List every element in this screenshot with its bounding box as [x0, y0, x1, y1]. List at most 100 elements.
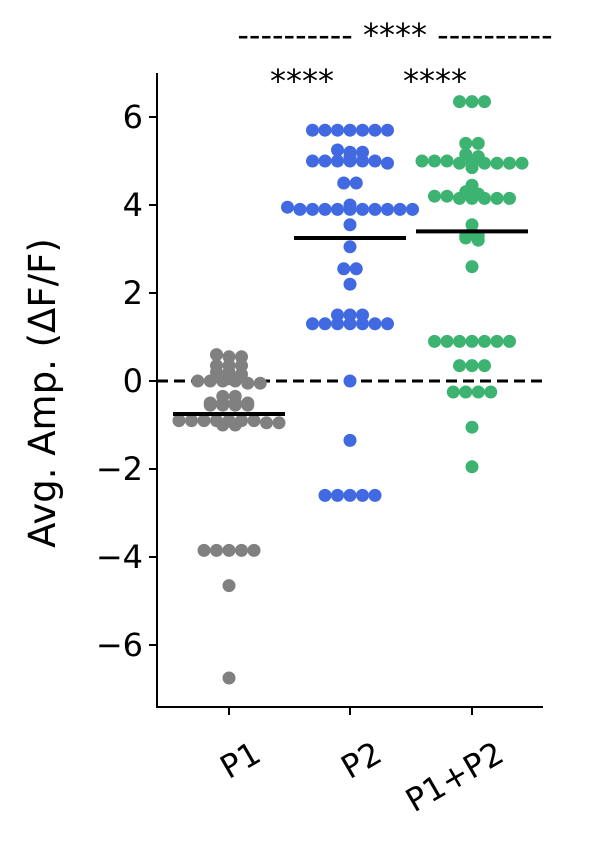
data-point-p1-plus-p2 [465, 359, 479, 373]
data-point-p1 [228, 398, 242, 412]
data-point-p2 [337, 176, 351, 190]
data-point-p1 [247, 414, 261, 428]
data-point-p1-plus-p2 [478, 359, 491, 373]
data-point-p1 [197, 414, 211, 428]
data-point-p1 [197, 543, 211, 557]
data-point-p1-plus-p2 [490, 156, 504, 170]
data-point-p1-plus-p2 [478, 191, 491, 205]
data-point-p1-plus-p2 [453, 95, 466, 109]
data-point-p1-plus-p2 [465, 95, 479, 109]
data-point-p2 [331, 154, 344, 168]
data-point-p1 [253, 376, 267, 390]
data-point-p1-plus-p2 [453, 334, 466, 348]
data-point-p2 [349, 176, 363, 190]
data-point-p2 [381, 317, 394, 331]
data-point-p1 [260, 416, 273, 430]
data-point-p2 [331, 123, 344, 137]
data-point-p2 [343, 240, 357, 254]
data-point-p1 [222, 671, 236, 685]
x-tick-label: P2 [335, 734, 388, 787]
data-point-p1-plus-p2 [415, 154, 429, 168]
data-point-p2 [349, 262, 363, 276]
data-point-p1-plus-p2 [478, 156, 491, 170]
data-point-p2 [318, 317, 332, 331]
data-point-p1 [228, 374, 242, 388]
y-tick-label: −6 [96, 626, 143, 664]
data-point-p1 [191, 374, 205, 388]
data-point-p2 [331, 202, 344, 216]
points-layer [172, 95, 529, 685]
data-point-p1-plus-p2 [465, 218, 479, 232]
data-point-p1-plus-p2 [428, 154, 441, 168]
data-point-p2 [306, 123, 319, 137]
data-point-p2 [343, 202, 357, 216]
data-point-p2 [318, 488, 332, 502]
data-point-p1-plus-p2 [428, 189, 441, 203]
data-point-p1 [216, 398, 230, 412]
y-axis-label: Avg. Amp. (ΔF/F) [21, 238, 64, 548]
data-point-p2 [343, 277, 357, 291]
data-point-p1-plus-p2 [515, 156, 529, 170]
data-point-p1-plus-p2 [453, 156, 466, 170]
data-point-p1-plus-p2 [453, 191, 466, 205]
y-tick-label: 6 [123, 98, 143, 136]
data-point-p1 [216, 374, 230, 388]
data-point-p1-plus-p2 [503, 156, 516, 170]
data-point-p1-plus-p2 [478, 95, 491, 109]
data-point-p2 [356, 488, 369, 502]
data-point-p1-plus-p2 [503, 191, 516, 205]
data-point-p2 [406, 202, 419, 216]
data-point-p1-plus-p2 [440, 154, 454, 168]
data-point-p2 [343, 317, 357, 331]
data-point-p2 [356, 202, 369, 216]
data-point-p1 [216, 418, 230, 432]
data-point-p2 [343, 218, 357, 232]
data-point-p2 [343, 374, 357, 388]
data-point-p1 [222, 579, 236, 593]
significance-bracket-p1-vs-p1p2: ---------- **** ---------- [237, 16, 552, 54]
y-tick-label: 4 [123, 186, 143, 224]
data-point-p1 [222, 543, 236, 557]
data-point-p2 [368, 154, 382, 168]
data-point-p2 [368, 317, 382, 331]
y-tick-label: 2 [123, 274, 143, 312]
data-point-p1 [241, 398, 255, 412]
data-point-p1-plus-p2 [490, 334, 504, 348]
data-point-p2 [306, 317, 319, 331]
data-point-p2 [331, 143, 344, 157]
data-point-p1 [203, 374, 217, 388]
data-point-p1-plus-p2 [440, 334, 454, 348]
data-point-p2 [343, 154, 357, 168]
data-point-p2 [337, 262, 351, 276]
data-point-p1-plus-p2 [453, 359, 466, 373]
significance-p2: **** [270, 62, 334, 100]
data-point-p1 [247, 543, 261, 557]
data-point-p1-plus-p2 [490, 191, 504, 205]
data-point-p2 [356, 123, 369, 137]
data-point-p1-plus-p2 [503, 334, 516, 348]
data-point-p1-plus-p2 [471, 233, 485, 247]
data-point-p1-plus-p2 [459, 231, 473, 245]
data-point-p1-plus-p2 [440, 189, 454, 203]
data-point-p2 [381, 202, 394, 216]
data-point-p1-plus-p2 [478, 334, 491, 348]
data-point-p2 [293, 202, 307, 216]
data-point-p1-plus-p2 [465, 161, 479, 175]
data-point-p2 [368, 488, 382, 502]
y-tick-label: −4 [96, 538, 143, 576]
y-tick-label: 0 [123, 362, 143, 400]
significance-p1p2: **** [403, 62, 467, 100]
data-point-p2 [381, 156, 394, 170]
data-point-p1-plus-p2 [428, 334, 441, 348]
x-tick-label: P1+P2 [399, 734, 510, 820]
data-point-p1 [272, 416, 286, 430]
data-point-p1-plus-p2 [471, 136, 485, 150]
data-point-p1-plus-p2 [471, 385, 485, 399]
data-point-p2 [343, 488, 357, 502]
data-point-p1 [235, 543, 248, 557]
data-point-p2 [331, 317, 344, 331]
data-point-p2 [356, 317, 369, 331]
data-point-p1-plus-p2 [465, 460, 479, 474]
data-point-p2 [343, 433, 357, 447]
